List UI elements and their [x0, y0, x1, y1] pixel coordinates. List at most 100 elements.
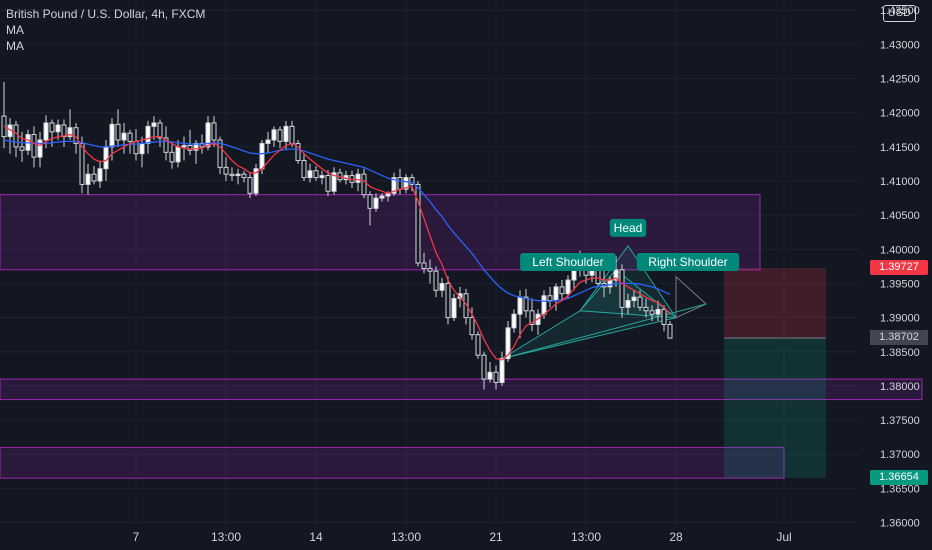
candle-body: [265, 139, 271, 144]
price-tick-label: 1.43000: [880, 39, 920, 51]
candle: [217, 136, 223, 175]
pattern-label: Head: [614, 221, 643, 235]
price-tick-label: 1.36500: [880, 483, 920, 495]
currency-badge[interactable]: USD: [882, 5, 916, 22]
candle-body: [121, 132, 127, 141]
pattern-label-bg: [609, 218, 647, 237]
candle-body: [139, 142, 145, 155]
candle: [655, 300, 661, 322]
candle: [331, 167, 337, 195]
candle-body: [559, 286, 565, 295]
candle: [229, 167, 235, 182]
symbol-title[interactable]: British Pound / U.S. Dollar, 4h, FXCM: [6, 7, 206, 21]
candle: [463, 288, 469, 325]
candle: [511, 309, 517, 333]
candle-body: [85, 173, 91, 185]
price-tick-label: 1.41000: [880, 176, 920, 188]
candle: [481, 351, 487, 390]
candle-body: [43, 122, 49, 141]
candle-body: [229, 173, 235, 177]
candle-body: [619, 269, 625, 308]
price-tick-label: 1.39000: [880, 313, 920, 325]
candle: [313, 165, 319, 182]
candle-body: [517, 296, 523, 315]
candle: [241, 170, 247, 183]
candle: [391, 172, 397, 197]
candle-body: [421, 262, 427, 269]
time-axis[interactable]: 7 13:00 14 13:00 21 13:00 28 Jul: [133, 530, 792, 544]
candle-body: [205, 122, 211, 148]
candle: [547, 286, 553, 308]
candle-body: [553, 286, 559, 302]
candle-body: [487, 371, 493, 380]
candle: [379, 193, 385, 202]
candle-body: [505, 327, 511, 360]
candle-body: [613, 269, 619, 281]
candle: [451, 293, 457, 322]
candle: [613, 256, 619, 287]
price-tag: 1.36654: [870, 470, 928, 486]
price-tick-label: 1.37500: [880, 415, 920, 427]
price-tick-label: 1.39500: [880, 278, 920, 290]
candle: [493, 365, 499, 390]
price-axis[interactable]: 1.43500 1.43000 1.42500 1.42000 1.41500 1.410…: [880, 5, 920, 529]
candle-body: [373, 197, 379, 209]
short-position-tool[interactable]: [724, 267, 826, 478]
candle: [619, 264, 625, 318]
candle-body: [361, 173, 367, 196]
price-tick-label: 1.40000: [880, 244, 920, 256]
price-tag: 1.38702: [870, 330, 928, 346]
price-tick-label: 1.40500: [880, 210, 920, 222]
candle: [133, 129, 139, 161]
price-tick-label: 1.38500: [880, 347, 920, 359]
candle-body: [223, 166, 229, 175]
ma-legend-2[interactable]: MA: [6, 39, 24, 53]
candle: [145, 120, 151, 154]
candle: [235, 168, 241, 185]
candle-body: [211, 122, 217, 141]
candle-body: [631, 296, 637, 302]
candle-body: [181, 144, 187, 148]
candle-body: [91, 173, 97, 182]
candle-body: [127, 132, 133, 142]
candle: [487, 362, 493, 383]
candle: [499, 351, 505, 386]
candle: [277, 126, 283, 149]
candle: [631, 290, 637, 308]
candle-body: [325, 175, 331, 192]
candle-body: [271, 129, 277, 141]
candle: [301, 153, 307, 182]
candle: [529, 298, 535, 332]
candle: [649, 305, 655, 322]
candle: [253, 163, 259, 197]
pattern-label: Left Shoulder: [532, 255, 603, 269]
candle: [121, 122, 127, 154]
candle: [157, 119, 163, 147]
candle: [667, 321, 673, 339]
candle: [1, 81, 7, 149]
candle-body: [109, 123, 115, 148]
candle: [223, 157, 229, 182]
candle-body: [193, 142, 199, 151]
candle-body: [115, 123, 121, 141]
candle: [127, 129, 133, 154]
candle: [475, 331, 481, 359]
ma-legend-1[interactable]: MA: [6, 23, 24, 37]
candle-body: [97, 168, 103, 182]
candle: [61, 119, 67, 147]
candle-body: [499, 358, 505, 384]
candle-body: [625, 300, 631, 308]
pattern-label: Right Shoulder: [648, 255, 727, 269]
candle: [535, 309, 541, 335]
candle: [469, 307, 475, 340]
candle-body: [241, 173, 247, 179]
candle: [85, 163, 91, 195]
candle: [403, 174, 409, 194]
candle-body: [31, 134, 37, 158]
candle-body: [397, 177, 403, 190]
candle-body: [541, 295, 547, 315]
candle: [43, 115, 49, 149]
candle-body: [355, 173, 361, 183]
candle-body: [649, 310, 655, 315]
